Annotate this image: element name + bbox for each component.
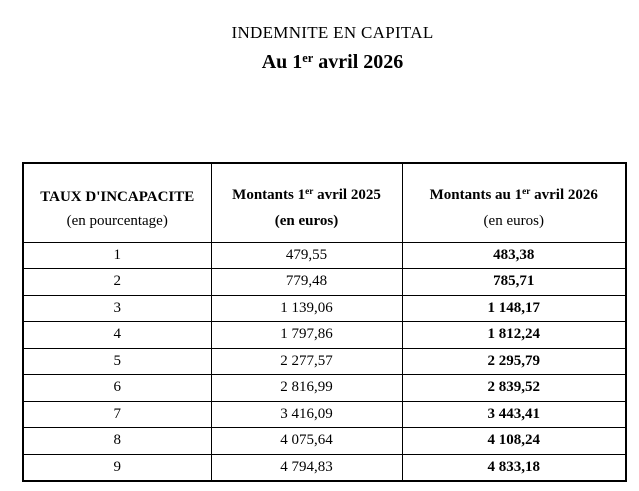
table-header-row: TAUX D'INCAPACITE (en pourcentage) Monta…: [22, 162, 627, 243]
cell-montant-2025: 3 416,09: [210, 400, 403, 428]
header-2026-line1: Montants au 1er avril 2026: [403, 183, 626, 209]
superscript-er: er: [522, 187, 531, 198]
subtitle-text-suffix: avril 2026: [313, 51, 404, 73]
header-2026-text-suffix: avril 2026: [530, 186, 598, 203]
cell-montant-2025: 1 139,06: [210, 294, 403, 322]
table-row: 9 4 794,83 4 833,18: [22, 453, 627, 481]
cell-taux: 1: [22, 241, 212, 269]
header-montants-2026: Montants au 1er avril 2026 (en euros): [401, 162, 627, 243]
table-row: 5 2 277,57 2 295,79: [22, 347, 627, 375]
header-2026-text: Montants au 1: [429, 186, 523, 203]
cell-taux: 5: [22, 347, 212, 375]
header-2025-text: Montants 1: [232, 186, 306, 203]
cell-taux: 4: [22, 321, 212, 349]
document-title: INDEMNITE EN CAPITAL: [231, 23, 434, 42]
header-montants-2025: Montants 1er avril 2025 (en euros): [210, 162, 403, 243]
cell-montant-2026: 1 812,24: [401, 321, 627, 349]
table-row: 4 1 797,86 1 812,24: [22, 321, 627, 349]
cell-montant-2026: 3 443,41: [401, 400, 627, 428]
cell-taux: 9: [22, 453, 212, 481]
cell-taux: 2: [22, 268, 212, 296]
superscript-er: er: [302, 51, 314, 66]
cell-montant-2025: 479,55: [210, 241, 403, 269]
cell-montant-2026: 483,38: [401, 241, 627, 269]
cell-taux: 3: [22, 294, 212, 322]
cell-montant-2025: 4 075,64: [210, 427, 403, 455]
header-2025-line1: Montants 1er avril 2025: [212, 183, 402, 209]
cell-montant-2026: 2 295,79: [401, 347, 627, 375]
table-row: 8 4 075,64 4 108,24: [22, 427, 627, 455]
cell-montant-2026: 785,71: [401, 268, 627, 296]
subtitle-text: Au 1: [261, 51, 303, 73]
cell-montant-2026: 4 108,24: [401, 427, 627, 455]
cell-montant-2025: 4 794,83: [210, 453, 403, 481]
document-page: INDEMNITE EN CAPITAL Au 1er avril 2026 T…: [0, 23, 639, 482]
cell-taux: 7: [22, 400, 212, 428]
table-row: 1 479,55 483,38: [22, 241, 627, 269]
cell-montant-2026: 1 148,17: [401, 294, 627, 322]
superscript-er: er: [305, 187, 314, 198]
table-row: 3 1 139,06 1 148,17: [22, 294, 627, 322]
header-taux-line2: (en pourcentage): [66, 212, 168, 229]
table-row: 7 3 416,09 3 443,41: [22, 400, 627, 428]
header-taux-incapacite: TAUX D'INCAPACITE (en pourcentage): [22, 162, 212, 243]
header-taux-line1: TAUX D'INCAPACITE: [40, 188, 195, 205]
cell-montant-2025: 779,48: [210, 268, 403, 296]
header-2025-text-suffix: avril 2025: [313, 186, 381, 203]
title-block: INDEMNITE EN CAPITAL Au 1er avril 2026: [0, 23, 639, 75]
cell-taux: 8: [22, 427, 212, 455]
cell-montant-2025: 2 816,99: [210, 374, 403, 402]
header-2025-line2: (en euros): [274, 212, 339, 229]
header-2026-line2: (en euros): [483, 212, 544, 229]
table-row: 6 2 816,99 2 839,52: [22, 374, 627, 402]
cell-montant-2025: 1 797,86: [210, 321, 403, 349]
document-subtitle: Au 1er avril 2026: [26, 51, 639, 75]
cell-montant-2025: 2 277,57: [210, 347, 403, 375]
cell-montant-2026: 2 839,52: [401, 374, 627, 402]
cell-taux: 6: [22, 374, 212, 402]
indemnity-table: TAUX D'INCAPACITE (en pourcentage) Monta…: [22, 162, 627, 482]
cell-montant-2026: 4 833,18: [401, 453, 627, 481]
table-row: 2 779,48 785,71: [22, 268, 627, 296]
